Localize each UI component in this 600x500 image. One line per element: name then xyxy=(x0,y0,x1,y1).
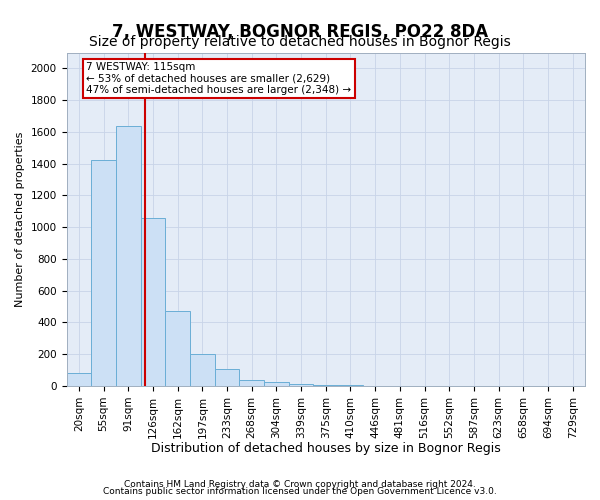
Bar xyxy=(264,382,289,386)
X-axis label: Distribution of detached houses by size in Bognor Regis: Distribution of detached houses by size … xyxy=(151,442,500,455)
Bar xyxy=(215,370,239,386)
Y-axis label: Number of detached properties: Number of detached properties xyxy=(15,132,25,307)
Bar xyxy=(190,354,215,386)
Bar xyxy=(313,384,338,386)
Bar xyxy=(67,374,91,386)
Text: Size of property relative to detached houses in Bognor Regis: Size of property relative to detached ho… xyxy=(89,35,511,49)
Bar xyxy=(239,380,264,386)
Text: 7, WESTWAY, BOGNOR REGIS, PO22 8DA: 7, WESTWAY, BOGNOR REGIS, PO22 8DA xyxy=(112,22,488,40)
Text: Contains public sector information licensed under the Open Government Licence v3: Contains public sector information licen… xyxy=(103,488,497,496)
Bar xyxy=(165,310,190,386)
Text: Contains HM Land Registry data © Crown copyright and database right 2024.: Contains HM Land Registry data © Crown c… xyxy=(124,480,476,489)
Bar xyxy=(91,160,116,386)
Bar xyxy=(116,126,140,386)
Bar xyxy=(338,385,363,386)
Text: 7 WESTWAY: 115sqm
← 53% of detached houses are smaller (2,629)
47% of semi-detac: 7 WESTWAY: 115sqm ← 53% of detached hous… xyxy=(86,62,352,95)
Bar xyxy=(289,384,313,386)
Bar xyxy=(140,218,165,386)
